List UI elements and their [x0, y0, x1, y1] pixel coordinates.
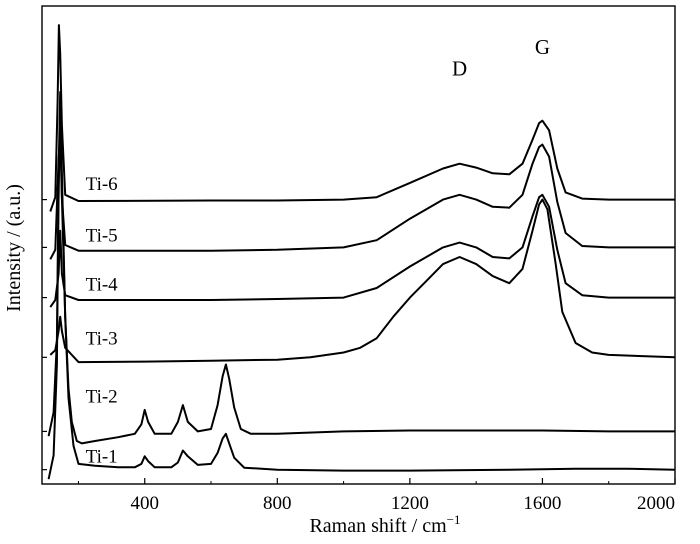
series-line-ti-5	[49, 134, 675, 260]
series-label-ti-4: Ti-4	[86, 274, 119, 295]
series-label-ti-6: Ti-6	[86, 174, 118, 195]
series-labels: Ti-1 Ti-2 Ti-3 Ti-4 Ti-5 Ti-6	[86, 174, 119, 467]
series-label-ti-5: Ti-5	[86, 226, 118, 247]
peak-annotations: DG	[452, 35, 550, 81]
peak-label-g: G	[535, 35, 550, 59]
series-line-ti-2	[47, 100, 675, 445]
plot-area	[41, 5, 676, 485]
x-tick-label: 2000	[637, 493, 675, 514]
x-axis-label: Raman shift / cm−1	[309, 512, 460, 537]
y-axis-label: Intensity / (a.u.)	[3, 184, 25, 312]
plot-frame	[41, 5, 676, 485]
x-axis-ticks: 400 800 1200 1600 2000	[42, 198, 676, 514]
series-line-ti-4	[49, 193, 675, 308]
x-tick-label: 1200	[391, 493, 429, 514]
series-line-ti-3	[49, 198, 676, 364]
x-tick-label: 800	[263, 493, 292, 514]
x-tick-label: 400	[130, 493, 159, 514]
series-layer	[47, 24, 676, 480]
x-tick-label: 1600	[523, 493, 561, 514]
series-label-ti-2: Ti-2	[86, 387, 118, 408]
series-line-ti-6	[49, 24, 675, 212]
series-label-ti-3: Ti-3	[86, 328, 118, 349]
series-label-ti-1: Ti-1	[86, 446, 118, 467]
peak-label-d: D	[452, 56, 467, 80]
